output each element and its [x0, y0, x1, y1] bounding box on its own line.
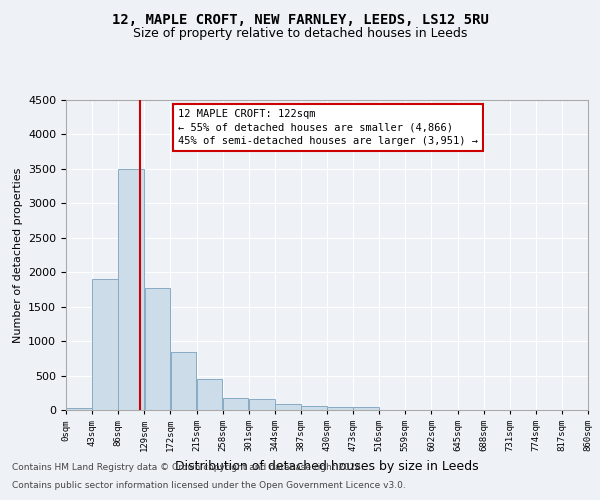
Bar [327, 406, 353, 410]
Text: 12, MAPLE CROFT, NEW FARNLEY, LEEDS, LS12 5RU: 12, MAPLE CROFT, NEW FARNLEY, LEEDS, LS1… [112, 12, 488, 26]
X-axis label: Distribution of detached houses by size in Leeds: Distribution of detached houses by size … [175, 460, 479, 472]
Bar [197, 379, 223, 410]
Y-axis label: Number of detached properties: Number of detached properties [13, 168, 23, 342]
Text: Contains public sector information licensed under the Open Government Licence v3: Contains public sector information licen… [12, 481, 406, 490]
Bar [170, 352, 196, 410]
Text: Contains HM Land Registry data © Crown copyright and database right 2024.: Contains HM Land Registry data © Crown c… [12, 464, 364, 472]
Text: 12 MAPLE CROFT: 122sqm
← 55% of detached houses are smaller (4,866)
45% of semi-: 12 MAPLE CROFT: 122sqm ← 55% of detached… [178, 110, 478, 146]
Bar [92, 279, 118, 410]
Bar [249, 398, 275, 410]
Bar [353, 407, 379, 410]
Bar [275, 404, 301, 410]
Text: Size of property relative to detached houses in Leeds: Size of property relative to detached ho… [133, 28, 467, 40]
Bar [145, 288, 170, 410]
Bar [66, 408, 92, 410]
Bar [223, 398, 248, 410]
Bar [118, 169, 144, 410]
Bar [301, 406, 327, 410]
